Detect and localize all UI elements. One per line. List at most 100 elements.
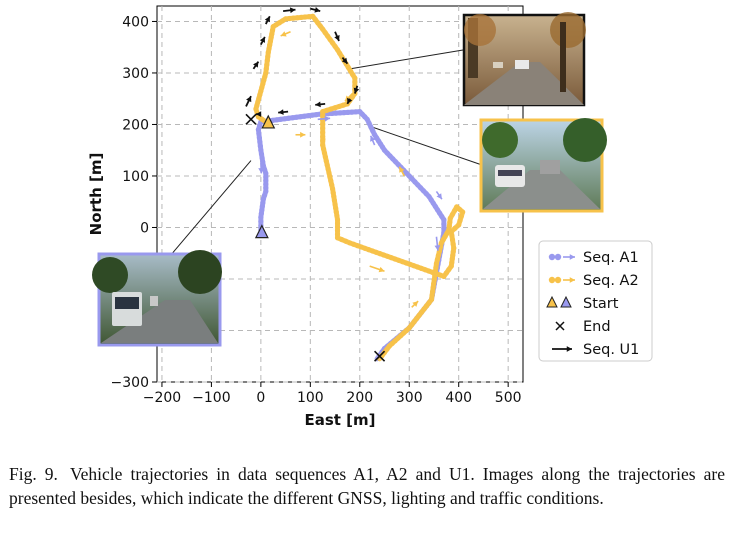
trajectory-point-seq-a2 [298,14,304,21]
direction-arrow-seq-a2 [280,31,291,37]
trajectory-point-seq-a1 [337,110,343,116]
y-tick-label: −300 [111,375,149,391]
trajectory-point-seq-a2 [334,231,341,237]
legend-u1-arrow-head [566,346,572,352]
trajectory-point-seq-a2 [320,113,326,119]
direction-arrows [245,7,443,308]
x-tick-label: 100 [297,390,324,406]
trajectory-point-seq-a2 [432,268,438,275]
trajectory-point-seq-a2 [321,150,328,156]
trajectory-series [253,13,466,362]
direction-arrow-seq-u1 [252,61,260,70]
legend-arrow-head [569,254,575,260]
direction-arrow-seq-a1-head [324,115,331,122]
end-marker [245,113,257,125]
trajectory-point-seq-a1 [258,147,264,153]
trajectory-point-seq-a2 [458,213,464,219]
direction-arrow-seq-a2-head [300,131,306,138]
trajectory-point-seq-a2 [450,241,456,247]
direction-arrow-seq-u1 [278,109,289,115]
trajectory-point-seq-a2 [435,252,442,258]
y-tick-label: 0 [140,220,149,236]
trajectory-point-seq-a2 [320,121,326,127]
direction-arrow-seq-u1-head [334,35,340,42]
direction-arrow-seq-u1-head [341,57,348,64]
trajectory-point-seq-a2 [330,190,336,196]
trajectory-point-seq-a2 [322,154,328,160]
direction-arrow-seq-u1 [334,31,340,42]
direction-arrow-seq-u1 [341,56,349,65]
direction-arrow-seq-u1 [315,101,326,108]
start-marker [261,114,276,129]
y-axis-label: North [m] [87,153,105,236]
direction-arrow-seq-a2-head [280,31,287,37]
trajectory-point-seq-a1 [256,135,262,141]
trajectory-point-seq-a2 [334,220,341,226]
trajectory-point-seq-a2 [454,204,460,210]
trajectory-point-seq-a2 [457,218,463,224]
direction-arrow-seq-u1-head [347,97,353,104]
trajectory-point-seq-a1 [309,112,315,118]
trajectory-point-seq-a2 [294,15,300,21]
trajectory-point-seq-a1 [441,221,447,227]
trajectory-point-seq-a2 [434,256,441,263]
trajectory-point-seq-a2 [259,116,265,122]
trajectory-point-seq-a2 [320,108,326,115]
trajectory-point-seq-a1 [349,109,355,115]
legend-dot [548,253,556,261]
trajectory-point-seq-a1 [301,113,307,119]
trajectory-point-seq-a2 [332,105,338,111]
direction-arrow-seq-a1 [369,135,376,146]
direction-arrow-seq-u1-head [246,96,252,103]
trajectory-point-seq-a2 [432,272,438,279]
direction-arrow-seq-a2-head [412,301,419,307]
caption-label: Fig. 9. [9,464,58,484]
direction-arrow-seq-a1 [317,115,331,122]
trajectory-point-seq-a1 [353,109,359,115]
x-tick-label: −100 [192,390,230,406]
x-axis-label: East [m] [304,411,375,429]
trajectory-point-seq-a2 [323,158,329,164]
callout-leaders [169,49,483,257]
callout-leader-line [371,126,483,166]
trajectory-point-seq-a2 [339,236,345,243]
trajectory-point-seq-a1 [297,114,304,120]
x-tick-label: 500 [495,390,522,406]
trajectory-point-seq-a2 [327,174,333,180]
trajectory-point-seq-a2 [334,224,341,230]
trajectory-point-seq-a2 [449,211,456,218]
trajectory-point-seq-a1 [258,151,265,157]
legend-box [538,240,653,362]
trajectory-point-seq-a1 [441,225,447,231]
trajectory-point-seq-a2 [320,146,327,152]
trajectory-point-seq-a2 [326,170,332,176]
figure-caption: Fig. 9. Vehicle trajectories in data sequ… [9,462,725,510]
legend-dot [548,276,556,284]
legend-arrow-head [569,277,575,283]
trajectory-point-seq-a2 [343,238,349,244]
direction-arrow-seq-a2 [369,265,385,273]
legend-arrow [563,254,575,260]
trajectory-point-seq-a2 [456,222,462,228]
trajectory-point-seq-a2 [431,280,437,287]
direction-arrow-seq-u1 [283,7,296,14]
trajectory-point-seq-a2 [306,14,312,20]
trajectory-point-seq-a1 [274,117,280,123]
end-marker [374,350,386,362]
trajectory-point-seq-a2 [340,102,346,108]
trajectory-point-seq-a2 [332,201,338,207]
callout-leader-line [349,49,464,70]
trajectory-point-seq-a2 [325,166,331,172]
legend-u1-arrow [552,346,572,352]
caption-text: Vehicle trajectories in data sequences A… [9,464,725,508]
trajectory-point-seq-a2 [320,142,326,148]
trajectory-point-seq-a2 [449,233,455,239]
trajectory-point-seq-a2 [302,14,308,20]
legend-end-cross [555,321,565,331]
trajectory-point-seq-a2 [328,178,334,184]
direction-arrow-seq-a2-head [378,266,385,273]
legend-label-end: End [583,319,611,335]
direction-arrow-seq-a2-head [399,166,405,173]
direction-arrow-seq-u1 [264,15,271,25]
direction-arrow-seq-u1-head [278,109,284,115]
